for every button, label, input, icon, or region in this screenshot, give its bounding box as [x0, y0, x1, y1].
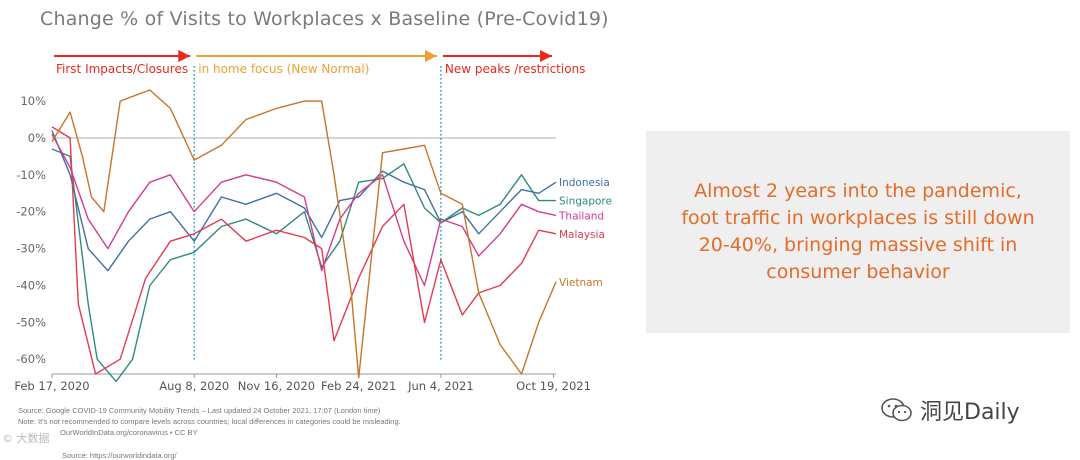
y-tick-label: -50%: [16, 315, 46, 329]
y-tick-label: -40%: [16, 278, 46, 292]
callout-box: Almost 2 years into the pandemic, foot t…: [646, 131, 1070, 333]
y-tick-label: 0%: [28, 131, 46, 145]
x-tick-label: Jun 4, 2021: [407, 379, 474, 393]
phase-label: New peaks /restrictions: [445, 62, 586, 76]
owid-credit: OurWorldInData.org/coronavirus • CC BY: [60, 428, 198, 437]
x-tick-label: Feb 17, 2020: [14, 379, 89, 393]
y-tick-label: -10%: [16, 168, 46, 182]
series-label-indonesia: Indonesia: [559, 177, 610, 189]
source-url: Source: https://ourworldindata.org/: [62, 451, 177, 460]
series-label-thailand: Thailand: [558, 210, 604, 222]
series-line-vietnam: [51, 89, 557, 379]
series-line-indonesia: [51, 130, 557, 272]
line-chart: 10% 0% -10% -20% -30% -40% -50% -60% Feb 17, 202…: [14, 50, 612, 393]
wechat-watermark: 洞见Daily: [880, 394, 1020, 426]
x-tick-label: Feb 24, 2021: [321, 379, 396, 393]
series-line-malaysia: [51, 126, 557, 375]
source-line: Source: Google COVID-19 Community Mobili…: [18, 406, 381, 415]
series-label-vietnam: Vietnam: [559, 277, 603, 289]
watermark-text: 洞见Daily: [920, 400, 1020, 425]
y-tick-label: -20%: [16, 205, 46, 219]
x-tick-label: Oct 19, 2021: [516, 379, 591, 393]
series-label-singapore: Singapore: [559, 196, 612, 208]
note-line: Note: It's not recommended to compare le…: [18, 417, 401, 426]
y-tick-label: -60%: [16, 352, 46, 366]
series-line-thailand: [51, 133, 557, 287]
series-line-singapore: [51, 148, 556, 383]
callout-text: Almost 2 years into the pandemic, foot t…: [681, 180, 1035, 283]
wechat-icon: [881, 398, 912, 422]
x-tick-label: Aug 8, 2020: [159, 379, 229, 393]
phase-label: First Impacts/Closures: [56, 62, 188, 76]
corner-watermark: © 大数据: [2, 432, 50, 445]
x-tick-label: Nov 16, 2020: [238, 379, 315, 393]
y-tick-label: -30%: [16, 242, 46, 256]
phase-label: in home focus (New Normal): [198, 62, 369, 76]
y-tick-label: 10%: [20, 94, 46, 108]
series-label-malaysia: Malaysia: [559, 229, 605, 241]
chart-title: Change % of Visits to Workplaces x Basel…: [40, 8, 609, 30]
